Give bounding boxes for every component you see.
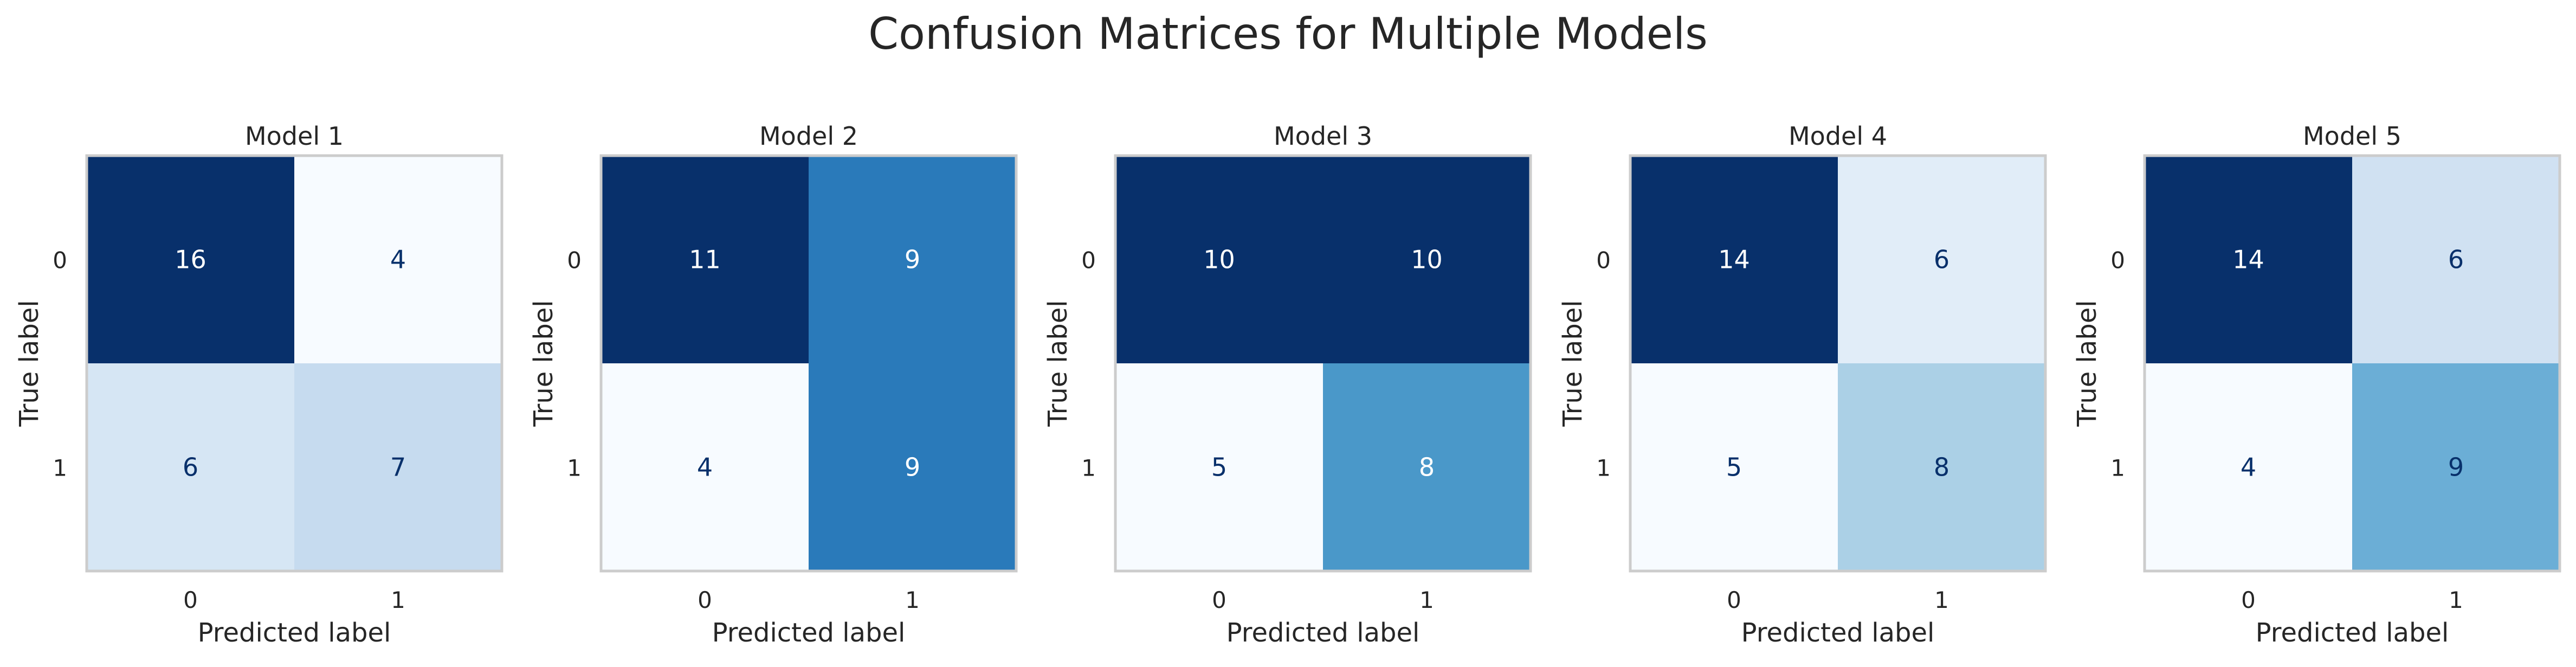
panel-3-cell-0-1 <box>1323 156 1531 363</box>
panel-4-cell-1-0-label: 5 <box>1726 453 1742 482</box>
panel-2-cell-0-0 <box>601 156 809 363</box>
panel-1-cell-1-0-label: 6 <box>183 453 198 482</box>
panel-4-ytick-0: 0 <box>1596 247 1611 274</box>
panel-2-cell-1-1 <box>809 363 1016 571</box>
panel-5-cell-1-1 <box>2352 363 2560 571</box>
panel-3-xlabel: Predicted label <box>1226 618 1420 648</box>
panel-4-cell-0-0 <box>1630 156 1838 363</box>
panel-2-title: Model 2 <box>759 121 858 151</box>
panel-2-cell-0-1 <box>809 156 1016 363</box>
panel-3-cell-1-0-label: 5 <box>1211 453 1227 482</box>
panel-4-frame <box>1629 154 2047 573</box>
panel-5-ytick-0: 0 <box>2110 247 2125 274</box>
panel-1-cell-0-0-label: 16 <box>175 245 206 274</box>
panel-5-cell-1-0 <box>2145 363 2352 571</box>
panel-4-cell-0-0-label: 14 <box>1718 245 1750 274</box>
panel-1-cell-0-0 <box>87 156 294 363</box>
panel-2-cell-0-1-label: 9 <box>905 245 920 274</box>
panel-1-ytick-1: 1 <box>53 455 67 482</box>
panel-5-ylabel: True label <box>2072 300 2102 427</box>
panel-5-cell-0-1-label: 6 <box>2448 245 2464 274</box>
panel-1-cell-1-0 <box>87 363 294 571</box>
panel-1-frame <box>85 154 503 573</box>
panel-5-frame <box>2143 154 2561 573</box>
panel-1-xtick-0: 0 <box>183 587 198 613</box>
panel-3-ytick-0: 0 <box>1081 247 1096 274</box>
panel-5-xlabel: Predicted label <box>2256 618 2449 648</box>
panel-3-xtick-1: 1 <box>1419 587 1434 613</box>
panel-2-ylabel: True label <box>528 300 559 427</box>
panel-1-cell-1-1-label: 7 <box>390 453 406 482</box>
panel-3-cell-0-1-label: 10 <box>1411 245 1443 274</box>
panel-4-xtick-1: 1 <box>1934 587 1949 613</box>
panel-4-cell-1-1 <box>1838 363 2045 571</box>
panel-2-cell-0-0-label: 11 <box>689 245 721 274</box>
panel-4-xtick-0: 0 <box>1727 587 1741 613</box>
panel-5-xtick-0: 0 <box>2241 587 2256 613</box>
panel-2-cell-1-0-label: 4 <box>697 453 713 482</box>
panel-1-title: Model 1 <box>245 121 344 151</box>
panel-5-cell-1-0-label: 4 <box>2241 453 2256 482</box>
panel-2-frame <box>599 154 1018 573</box>
panel-3-frame <box>1114 154 1532 573</box>
panel-1-ytick-0: 0 <box>53 247 67 274</box>
panel-4-title: Model 4 <box>1789 121 1887 151</box>
panel-3-cell-0-0 <box>1115 156 1323 363</box>
panel-3-title: Model 3 <box>1274 121 1372 151</box>
panel-5-cell-0-0-label: 14 <box>2232 245 2264 274</box>
panel-5-title: Model 5 <box>2303 121 2401 151</box>
panel-3-ylabel: True label <box>1043 300 1073 427</box>
panel-4-ytick-1: 1 <box>1596 455 1611 482</box>
panel-2-ytick-1: 1 <box>567 455 582 482</box>
panel-1-xlabel: Predicted label <box>198 618 391 648</box>
panel-5-ytick-1: 1 <box>2110 455 2125 482</box>
panel-4-xlabel: Predicted label <box>1741 618 1935 648</box>
panel-2-ytick-0: 0 <box>567 247 582 274</box>
panel-2-xtick-0: 0 <box>698 587 712 613</box>
panel-1-cell-0-1 <box>294 156 502 363</box>
panel-3-cell-1-0 <box>1115 363 1323 571</box>
panel-4-cell-0-1 <box>1838 156 2045 363</box>
panel-2-cell-1-0 <box>601 363 809 571</box>
panel-5-cell-1-1-label: 9 <box>2448 453 2464 482</box>
panel-1-xtick-1: 1 <box>391 587 405 613</box>
panel-5-cell-0-1 <box>2352 156 2560 363</box>
panel-5-cell-0-0 <box>2145 156 2352 363</box>
panel-4-cell-1-0 <box>1630 363 1838 571</box>
panel-4-cell-1-1-label: 8 <box>1934 453 1949 482</box>
panel-3-cell-0-0-label: 10 <box>1203 245 1235 274</box>
panel-3-xtick-0: 0 <box>1212 587 1226 613</box>
panel-5-xtick-1: 1 <box>2449 587 2463 613</box>
panel-2-cell-1-1-label: 9 <box>905 453 920 482</box>
panel-4-cell-0-1-label: 6 <box>1934 245 1949 274</box>
panel-3-ytick-1: 1 <box>1081 455 1096 482</box>
panel-1-ylabel: True label <box>14 300 44 427</box>
panel-2-xtick-1: 1 <box>905 587 920 613</box>
panel-2-xlabel: Predicted label <box>712 618 906 648</box>
panel-3-cell-1-1 <box>1323 363 1531 571</box>
panel-1-cell-0-1-label: 4 <box>390 245 406 274</box>
panel-1-cell-1-1 <box>294 363 502 571</box>
figure-title: Confusion Matrices for Multiple Models <box>868 9 1708 59</box>
panel-4-ylabel: True label <box>1558 300 1588 427</box>
panel-3-cell-1-1-label: 8 <box>1419 453 1435 482</box>
